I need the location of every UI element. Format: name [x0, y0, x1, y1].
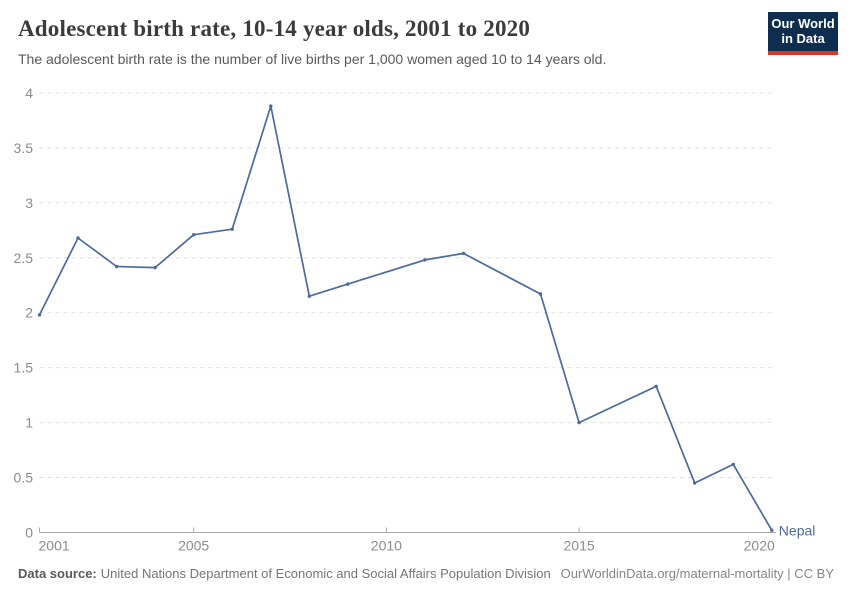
- y-tick-label: 0: [25, 525, 33, 541]
- data-source-label: Data source:: [18, 566, 97, 581]
- data-line-nepal: [38, 105, 773, 532]
- data-point-marker: [307, 294, 311, 298]
- credit-text: OurWorldinData.org/maternal-mortality | …: [560, 566, 834, 581]
- y-tick-label: 4: [25, 85, 33, 101]
- x-tick-label: 2010: [371, 538, 402, 554]
- data-point-marker: [230, 227, 234, 231]
- owid-logo[interactable]: Our World in Data: [768, 12, 838, 55]
- data-point-marker: [153, 265, 157, 270]
- data-source-text: United Nations Department of Economic an…: [100, 566, 551, 581]
- entity-label-nepal: Nepal: [779, 522, 816, 538]
- line-chart-canvas: 0 0.5 1 1.5 2 2.5 3 3.5 4 2001 2005 2010 2015 2020Nep…: [14, 85, 816, 554]
- data-point-marker: [269, 104, 273, 108]
- data-point-marker: [577, 420, 581, 425]
- y-tick-label: 2: [25, 305, 33, 321]
- owid-logo-line1: Our World: [771, 16, 835, 31]
- y-tick-label: 0.5: [14, 470, 34, 486]
- y-tick-label: 1: [25, 415, 33, 431]
- data-point-marker: [770, 528, 774, 532]
- data-point-marker: [654, 384, 658, 388]
- x-tick-label: 2005: [178, 538, 209, 554]
- x-tick-label: 2015: [564, 538, 595, 554]
- data-point-marker: [37, 313, 42, 317]
- chart-header: Adolescent birth rate, 10-14 year olds, …: [0, 0, 850, 80]
- y-tick-label: 1.5: [14, 360, 34, 376]
- y-tick-label: 3: [25, 195, 33, 211]
- y-tick-label: 3.5: [14, 140, 34, 156]
- data-point-marker: [76, 236, 80, 240]
- data-point-marker: [346, 282, 350, 286]
- chart-title: Adolescent birth rate, 10-14 year olds, …: [18, 16, 531, 41]
- owid-logo-line2: in Data: [781, 31, 825, 46]
- data-point-marker: [538, 292, 543, 296]
- chart-subtitle: The adolescent birth rate is the number …: [18, 51, 607, 67]
- chart-footer: Data source: United Nations Department of…: [18, 566, 834, 581]
- data-point-marker: [461, 251, 466, 256]
- data-point-marker: [114, 264, 119, 269]
- data-point-marker: [731, 462, 735, 467]
- data-point-marker: [192, 233, 196, 237]
- x-tick-label: 2001: [39, 538, 70, 554]
- data-source-note: Data source: United Nations Department of…: [18, 566, 551, 581]
- y-tick-label: 2.5: [14, 250, 34, 266]
- data-point-marker: [423, 258, 427, 262]
- data-point-marker: [693, 481, 697, 485]
- x-tick-label: 2020: [744, 538, 775, 554]
